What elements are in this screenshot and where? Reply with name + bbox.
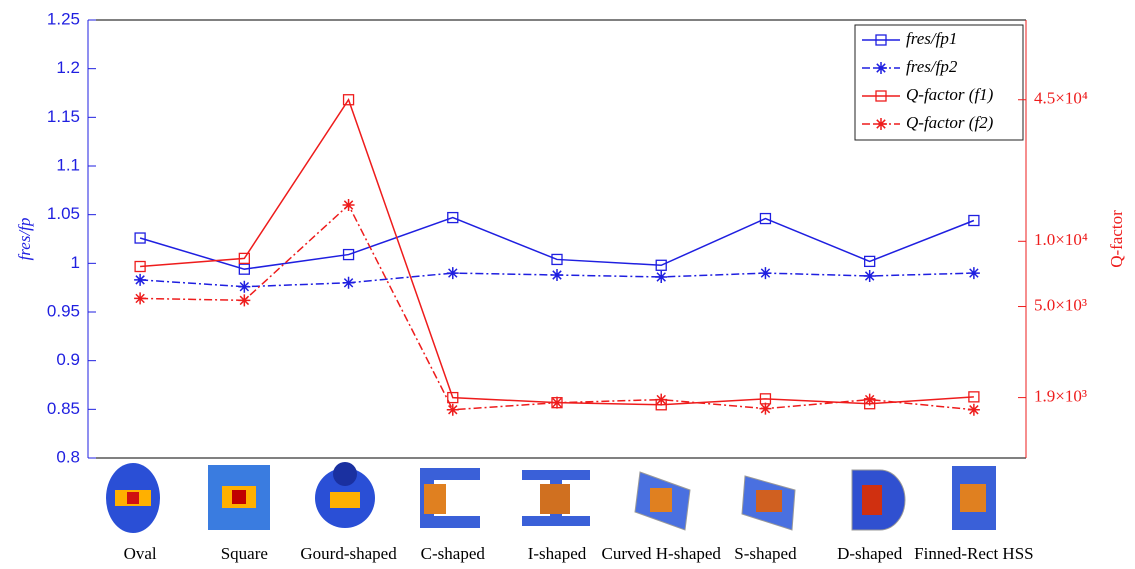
legend-label: fres/fp2	[906, 57, 958, 76]
marker	[238, 281, 250, 293]
thumbnail	[756, 490, 782, 512]
marker	[134, 292, 146, 304]
marker	[447, 404, 459, 416]
y2-tick-label: 4.5×10⁴	[1034, 89, 1088, 108]
marker	[447, 267, 459, 279]
marker	[655, 271, 667, 283]
chart: fres/fp Q-factor 0.8 0.85 0.9 0.95 1 1.05 1.1 1…	[0, 0, 1135, 569]
x-tick-label: C-shaped	[421, 544, 486, 563]
marker	[875, 62, 887, 74]
thumbnail	[862, 485, 882, 515]
marker	[864, 270, 876, 282]
y-tick-label: 1.25	[47, 9, 80, 28]
thumbnail	[540, 484, 570, 514]
marker	[551, 269, 563, 281]
thumbnails	[106, 462, 996, 533]
thumbnail	[127, 492, 139, 504]
legend-label: Q-factor (f1)	[906, 85, 994, 104]
thumbnail	[232, 490, 246, 504]
marker	[238, 294, 250, 306]
legend-label: fres/fp1	[906, 29, 957, 48]
y-tick-label: 1.1	[56, 155, 80, 174]
thumbnail	[650, 488, 672, 512]
x-tick-label: D-shaped	[837, 544, 903, 563]
y2-tick-label: 1.9×10³	[1034, 386, 1087, 405]
thumbnail	[424, 484, 446, 514]
x-tick-label: Finned-Rect HSS	[914, 544, 1033, 563]
x-tick-label: I-shaped	[528, 544, 587, 563]
marker	[759, 403, 771, 415]
x-tick-label: Oval	[124, 544, 157, 563]
marker	[875, 118, 887, 130]
marker	[968, 404, 980, 416]
y-tick-label: 0.8	[56, 447, 80, 466]
marker	[655, 394, 667, 406]
marker	[134, 274, 146, 286]
legend-label: Q-factor (f2)	[906, 113, 994, 132]
y2-tick-label: 1.0×10⁴	[1034, 230, 1088, 249]
marker	[343, 199, 355, 211]
y-tick-label: 1.05	[47, 204, 80, 223]
page: fres/fp Q-factor 0.8 0.85 0.9 0.95 1 1.05 1.1 1…	[0, 0, 1135, 569]
x-tick-label: S-shaped	[734, 544, 797, 563]
marker	[343, 277, 355, 289]
y-tick-label: 1	[71, 253, 80, 272]
marker	[551, 397, 563, 409]
x-tick-label: Gourd-shaped	[300, 544, 397, 563]
series-line	[140, 205, 974, 410]
y-tick-label: 0.85	[47, 399, 80, 418]
x-tick-label: Curved H-shaped	[601, 544, 721, 563]
y-tick-label: 0.95	[47, 301, 80, 320]
x-tick-label: Square	[221, 544, 268, 563]
y-tick-label: 0.9	[56, 350, 80, 369]
thumbnail	[333, 462, 357, 486]
y2-axis-label: Q-factor	[1107, 210, 1126, 268]
y-axis-label: fres/fp	[15, 218, 34, 261]
thumbnail	[960, 484, 986, 512]
marker	[759, 267, 771, 279]
y-tick-label: 1.2	[56, 58, 80, 77]
y-tick-label: 1.15	[47, 107, 80, 126]
y2-tick-label: 5.0×10³	[1034, 295, 1087, 314]
marker	[968, 267, 980, 279]
thumbnail	[330, 492, 360, 508]
